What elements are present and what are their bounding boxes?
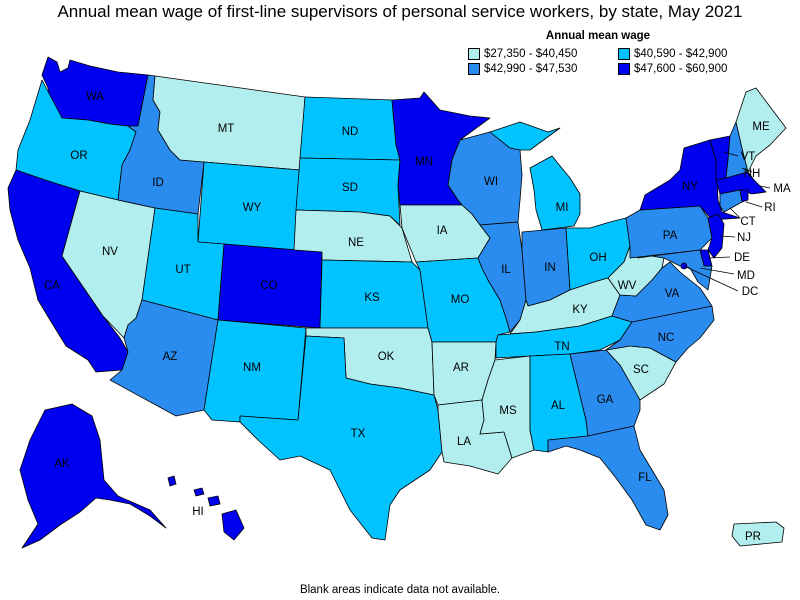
legend-label: $42,990 - $47,530 xyxy=(484,63,578,75)
state-label-nj: NJ xyxy=(737,232,751,244)
leader-line-dc xyxy=(683,265,739,292)
state-label-de: DE xyxy=(734,252,750,264)
state-label-ia: IA xyxy=(437,225,448,237)
state-ak[interactable] xyxy=(19,403,167,549)
state-md[interactable] xyxy=(651,249,713,291)
state-label-la: LA xyxy=(457,436,471,448)
legend-grid: $27,350 - $40,450 $40,590 - $42,900 $42,… xyxy=(468,48,768,75)
state-label-ct: CT xyxy=(740,216,755,228)
state-label-ky: KY xyxy=(572,304,588,316)
state-label-pa: PA xyxy=(663,230,678,242)
leader-line-ma xyxy=(759,185,771,189)
state-label-hi: HI xyxy=(192,506,204,518)
state-label-az: AZ xyxy=(163,351,178,363)
state-label-wy: WY xyxy=(243,202,262,214)
state-label-mi: MI xyxy=(556,202,569,214)
state-label-wi: WI xyxy=(484,176,498,188)
state-label-ok: OK xyxy=(378,351,395,363)
state-label-sc: SC xyxy=(633,364,649,376)
legend-label: $27,350 - $40,450 xyxy=(484,48,578,60)
legend-item-high: $47,600 - $60,900 xyxy=(618,63,768,75)
state-nc[interactable] xyxy=(605,305,715,363)
leader-line-ct xyxy=(729,207,741,219)
state-label-ca: CA xyxy=(44,280,60,292)
legend-swatch xyxy=(618,48,630,60)
state-label-ut: UT xyxy=(175,264,190,276)
state-label-me: ME xyxy=(752,121,770,133)
leader-line-ri xyxy=(745,201,763,208)
legend-swatch xyxy=(468,48,480,60)
state-label-mt: MT xyxy=(218,123,235,135)
state-label-ny: NY xyxy=(682,181,698,193)
state-mi[interactable] xyxy=(489,121,581,231)
state-label-dc: DC xyxy=(742,286,759,298)
state-label-ga: GA xyxy=(597,394,614,406)
map-title: Annual mean wage of first-line superviso… xyxy=(57,2,743,21)
footnote: Blank areas indicate data not available. xyxy=(299,584,501,596)
state-label-ar: AR xyxy=(453,362,469,374)
state-label-in: IN xyxy=(544,262,556,274)
state-label-wv: WV xyxy=(618,280,637,292)
state-label-il: IL xyxy=(501,264,511,276)
legend-swatch xyxy=(468,63,480,75)
state-label-tx: TX xyxy=(351,428,366,440)
legend-item-mid-high: $42,990 - $47,530 xyxy=(468,63,618,75)
state-label-or: OR xyxy=(70,150,87,162)
state-label-co: CO xyxy=(260,280,277,292)
state-tx[interactable] xyxy=(239,335,443,541)
leader-lines xyxy=(683,151,771,292)
state-label-al: AL xyxy=(551,400,566,412)
legend-title: Annual mean wage xyxy=(545,30,651,42)
legend-swatch xyxy=(618,63,630,75)
state-label-nh: NH xyxy=(744,168,761,180)
state-label-oh: OH xyxy=(589,252,606,264)
state-label-ak: AK xyxy=(54,458,70,470)
leader-line-md xyxy=(699,267,735,275)
state-label-ks: KS xyxy=(364,292,380,304)
legend-label: $40,590 - $42,900 xyxy=(634,48,728,60)
state-label-fl: FL xyxy=(638,472,652,484)
leader-line-de xyxy=(707,256,731,259)
leader-line-nh xyxy=(741,167,753,173)
state-label-mo: MO xyxy=(451,294,470,306)
state-label-ri: RI xyxy=(764,202,776,214)
state-ct[interactable] xyxy=(719,189,743,213)
state-tn[interactable] xyxy=(495,315,633,359)
state-label-md: MD xyxy=(737,270,755,282)
state-label-nc: NC xyxy=(658,332,675,344)
state-label-ne: NE xyxy=(348,237,364,249)
state-nj[interactable] xyxy=(707,213,725,259)
state-label-mn: MN xyxy=(415,156,433,168)
state-label-nm: NM xyxy=(243,362,261,374)
state-pr[interactable] xyxy=(731,521,785,547)
state-labels: WA OR CA NV ID MT WY UT AZ CO NM ND SD NE KS OK TX MN IA MO… xyxy=(44,91,791,543)
state-label-va: VA xyxy=(665,288,680,300)
state-label-ms: MS xyxy=(499,405,517,417)
state-label-tn: TN xyxy=(554,341,569,353)
state-label-vt: VT xyxy=(741,151,756,163)
state-label-sd: SD xyxy=(342,182,358,194)
state-fl[interactable] xyxy=(547,425,669,531)
leader-line-nj xyxy=(719,235,736,238)
state-label-pr: PR xyxy=(745,531,761,543)
leader-line-vt xyxy=(723,151,739,157)
state-label-wa: WA xyxy=(86,91,104,103)
legend-item-mid-low: $40,590 - $42,900 xyxy=(618,48,768,60)
state-label-nd: ND xyxy=(342,126,359,138)
legend-label: $47,600 - $60,900 xyxy=(634,63,728,75)
state-hi[interactable] xyxy=(167,475,245,541)
state-label-id: ID xyxy=(152,177,164,189)
state-label-ma: MA xyxy=(773,183,791,195)
state-label-nv: NV xyxy=(102,246,118,258)
state-me[interactable] xyxy=(735,87,787,173)
legend: Annual mean wage $27,350 - $40,450 $40,5… xyxy=(468,30,768,75)
legend-item-low: $27,350 - $40,450 xyxy=(468,48,618,60)
